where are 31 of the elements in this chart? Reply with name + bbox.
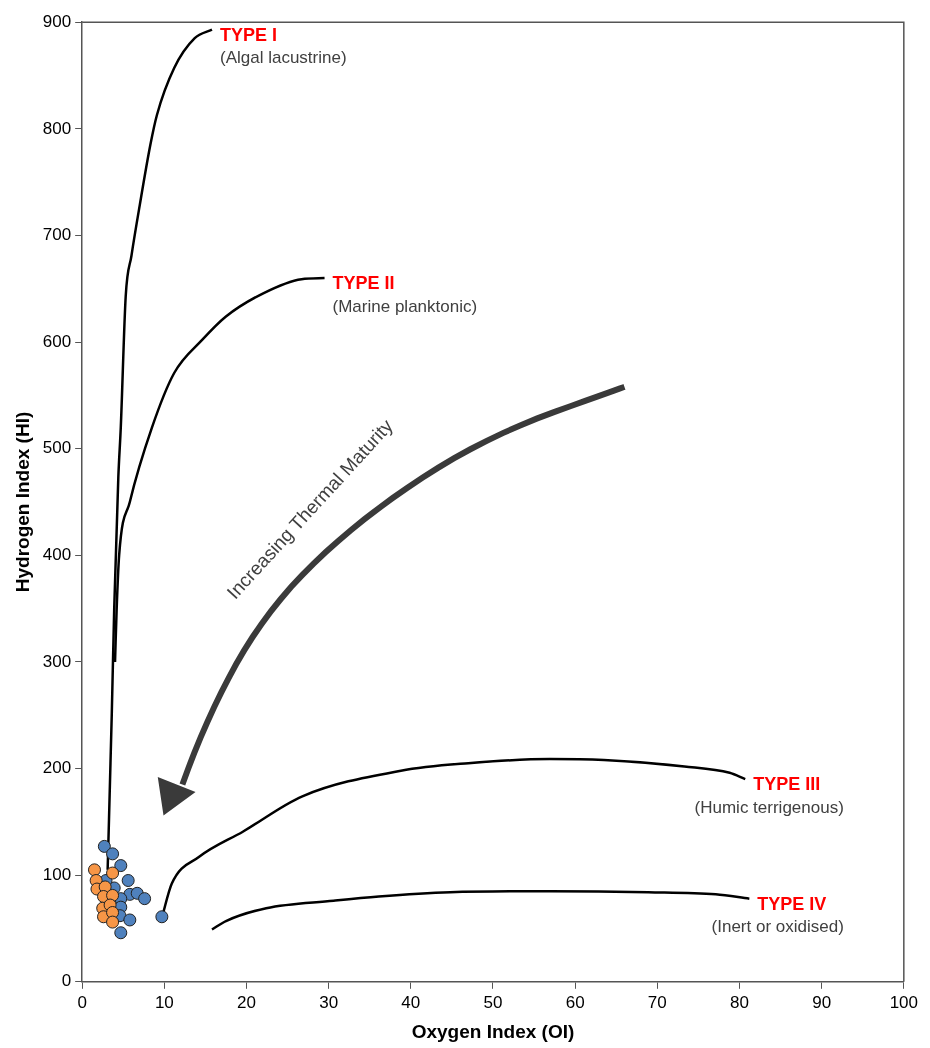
x-tick-label: 40 xyxy=(401,992,421,1012)
x-tick-label: 30 xyxy=(319,992,339,1012)
annotation: (Algal lacustrine) xyxy=(219,48,347,68)
y-tick-label: 900 xyxy=(42,11,72,31)
x-tick-label: 60 xyxy=(565,992,585,1012)
y-tick-label: 600 xyxy=(42,331,72,351)
y-tick-label: 300 xyxy=(42,651,72,671)
y-tick-label: 0 xyxy=(61,971,72,991)
annotation: (Humic terrigenous) xyxy=(694,797,844,817)
series-label: TYPE I xyxy=(219,24,277,45)
series-label: TYPE II xyxy=(332,273,395,294)
y-axis-title: Hydrogen Index (HI) xyxy=(11,411,33,593)
annotation: (Marine planktonic) xyxy=(332,296,478,316)
series-label: TYPE III xyxy=(753,774,821,795)
series-label: TYPE IV xyxy=(757,893,827,914)
y-tick-label: 200 xyxy=(42,758,72,778)
y-tick-label: 400 xyxy=(42,545,72,564)
y-tick-label: 800 xyxy=(42,118,72,138)
x-tick-label: 10 xyxy=(154,992,174,1012)
x-tick-label: 80 xyxy=(730,992,749,1012)
x-tick-label: 70 xyxy=(647,992,667,1012)
y-tick-label: 500 xyxy=(42,438,72,458)
x-tick-label: 0 xyxy=(77,992,87,1012)
x-tick-label: 100 xyxy=(889,992,919,1012)
y-tick-label: 700 xyxy=(42,225,72,245)
x-tick-label: 50 xyxy=(483,992,503,1012)
y-tick-label: 100 xyxy=(42,864,72,884)
x-axis-title: Oxygen Index (OI) xyxy=(411,1020,575,1042)
x-tick-label: 20 xyxy=(237,992,256,1012)
annotation: (Inert or oxidised) xyxy=(711,917,844,937)
x-tick-label: 90 xyxy=(812,992,832,1012)
